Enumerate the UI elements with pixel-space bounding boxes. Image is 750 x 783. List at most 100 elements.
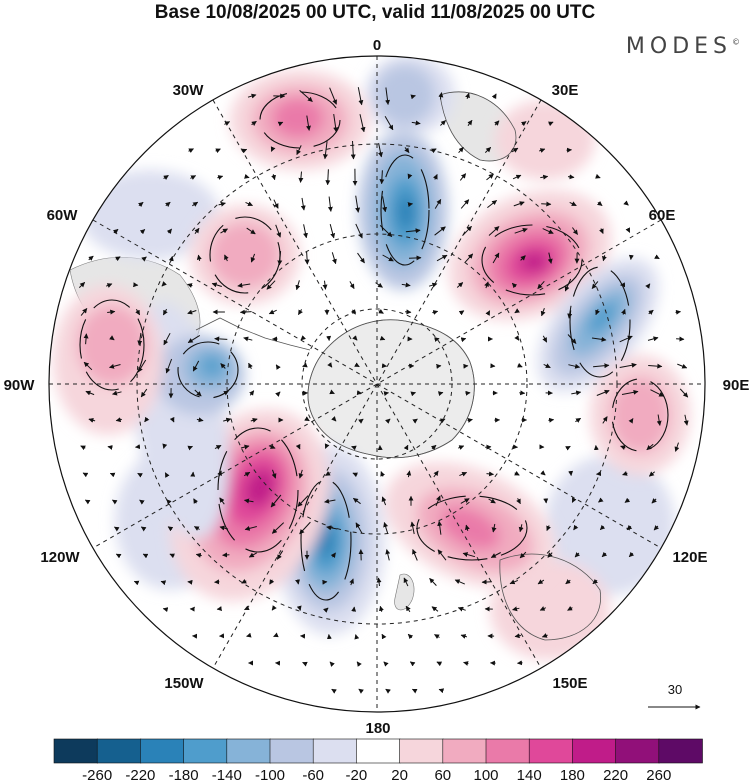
wind-vector — [385, 418, 391, 424]
wind-vector — [514, 470, 520, 476]
wind-vector — [403, 444, 409, 451]
wind-vector — [357, 252, 365, 264]
wind-vector — [569, 201, 577, 207]
wind-vector — [109, 472, 116, 478]
wind-vector — [435, 495, 441, 507]
wind-vector — [628, 418, 634, 424]
wind-vector — [460, 634, 468, 639]
wind-vector — [626, 524, 633, 531]
wind-vector — [622, 471, 628, 476]
wind-vector — [248, 552, 257, 558]
wind-vector — [405, 228, 421, 234]
wind-vector — [211, 282, 222, 288]
wind-vector — [436, 254, 448, 262]
wind-vector — [517, 362, 523, 368]
wind-vector — [268, 444, 276, 449]
wind-vector — [437, 549, 447, 561]
wind-vector — [306, 115, 311, 131]
colorbar: -260 -220 -180 -140 -100 -60 -20 20 60 100 140 180 2… — [53, 738, 703, 783]
wind-vector — [107, 309, 116, 315]
wind-vector — [623, 200, 629, 206]
wind-vector — [491, 93, 497, 100]
wind-vector — [542, 335, 548, 343]
wind-vector — [437, 391, 444, 397]
wind-vector — [270, 494, 282, 508]
wind-vector — [300, 197, 306, 211]
wind-vector — [410, 94, 416, 100]
wind-vector — [564, 278, 572, 292]
circulation-arc — [177, 341, 239, 399]
wind-vector — [653, 525, 660, 531]
wind-vector — [646, 443, 654, 451]
wind-vector — [648, 309, 654, 315]
wind-vector — [251, 120, 257, 126]
circulation-arc — [209, 216, 281, 294]
wind-vector — [244, 173, 250, 179]
wind-vector — [218, 201, 226, 207]
wind-vector — [349, 578, 354, 586]
wind-vector — [166, 228, 172, 235]
circulation-arc — [300, 479, 352, 601]
colorbar-swatch — [442, 738, 487, 764]
wind-vector — [487, 200, 497, 208]
wind-vector — [358, 418, 364, 424]
wind-vector — [244, 498, 254, 504]
wind-vector — [406, 470, 412, 478]
wind-vector — [602, 416, 608, 424]
wind-vector — [485, 310, 491, 316]
wind-vector — [542, 228, 554, 234]
wind-vector — [268, 309, 277, 315]
wind-vector — [78, 282, 86, 288]
wind-vector — [465, 390, 471, 396]
wind-vector — [598, 497, 604, 503]
wind-vector — [192, 201, 199, 207]
wind-vector — [517, 660, 523, 666]
negative-center-near-0 — [358, 130, 448, 290]
wind-vector — [162, 607, 169, 613]
colorbar-tick-label: 20 — [391, 767, 408, 783]
wind-vector — [137, 472, 143, 478]
wind-vector — [329, 223, 336, 239]
wind-vector — [541, 201, 552, 207]
wind-vector — [196, 417, 204, 423]
wind-vector — [165, 201, 171, 207]
wind-vector — [518, 524, 524, 533]
wind-vector — [454, 579, 466, 585]
wind-vector — [596, 389, 610, 396]
wind-vector — [430, 444, 437, 451]
wind-vector — [381, 633, 387, 640]
wind-vector — [88, 417, 96, 423]
label-lon-60e: 60E — [649, 207, 676, 224]
wind-vector — [355, 195, 361, 213]
circulation-arc — [569, 266, 631, 378]
wind-vector — [247, 93, 257, 99]
wind-vector — [80, 308, 88, 316]
wind-vector — [220, 228, 228, 234]
wind-vector — [187, 334, 201, 344]
wind-vector — [223, 417, 232, 423]
wind-vector — [412, 418, 418, 424]
brand-logo: MODES© — [626, 34, 740, 59]
wind-vector — [275, 391, 281, 397]
wind-vector — [458, 146, 464, 154]
colorbar-swatch — [485, 738, 531, 764]
circulation-arc — [611, 378, 669, 452]
wind-vector — [115, 256, 121, 262]
circulation-arc — [481, 224, 583, 296]
circulation-arc — [259, 91, 341, 149]
wind-vector — [434, 336, 440, 342]
wind-vector — [304, 416, 310, 422]
wind-vector — [139, 229, 146, 235]
wind-vector — [271, 605, 277, 611]
wind-vector — [241, 578, 247, 584]
wind-vector — [190, 175, 197, 180]
negative-center-top — [375, 65, 435, 125]
wind-vector — [408, 255, 422, 261]
wind-vector — [575, 417, 582, 423]
wind-vector — [135, 308, 141, 316]
wind-vector — [537, 579, 545, 585]
wind-vector — [216, 606, 223, 612]
circulation-arcs — [79, 91, 669, 601]
wind-vector — [137, 332, 143, 346]
wind-vector — [187, 283, 193, 288]
